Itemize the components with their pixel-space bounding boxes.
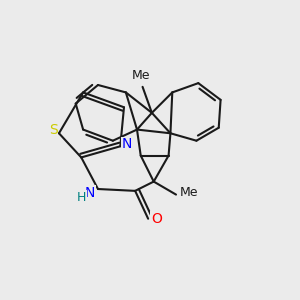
Text: O: O: [151, 212, 162, 226]
Text: N: N: [85, 186, 95, 200]
Text: Me: Me: [180, 186, 198, 199]
Text: N: N: [122, 137, 132, 152]
Text: S: S: [49, 123, 58, 137]
Text: H: H: [76, 191, 86, 204]
Text: Me: Me: [131, 69, 150, 82]
